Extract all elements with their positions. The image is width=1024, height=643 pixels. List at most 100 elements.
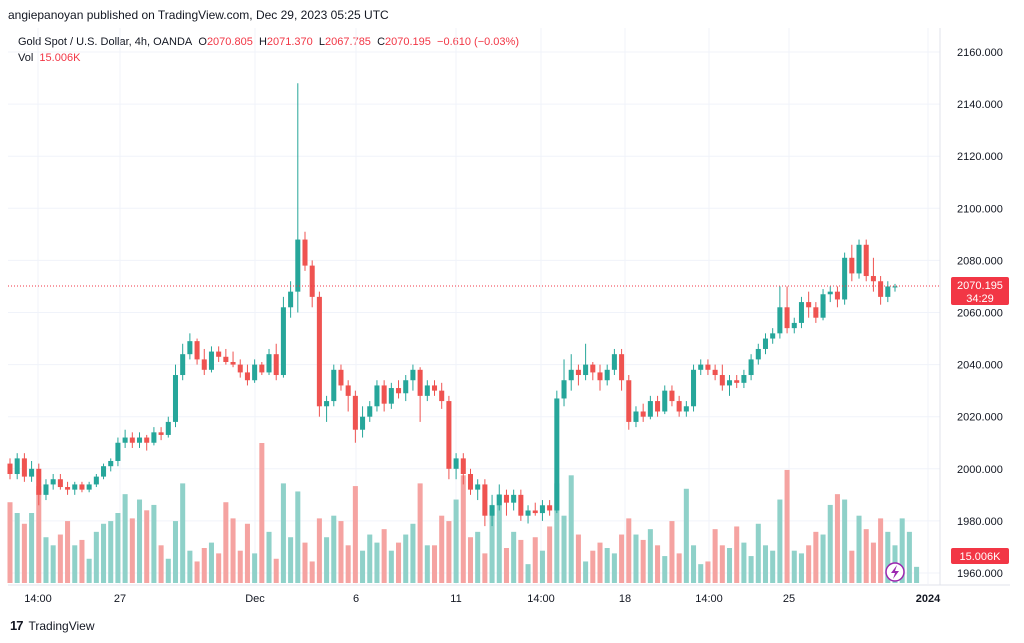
countdown-label: 34:29 bbox=[966, 293, 994, 305]
candle-body bbox=[129, 437, 135, 443]
volume-bar bbox=[446, 521, 452, 583]
volume-bar bbox=[223, 502, 229, 583]
y-tick-label: 2060.000 bbox=[957, 308, 1003, 320]
volume-bar bbox=[482, 553, 488, 583]
candle-body bbox=[726, 380, 733, 386]
volume-bar bbox=[374, 542, 380, 583]
candle-body bbox=[597, 372, 603, 381]
candle-body bbox=[611, 354, 617, 370]
candle-body bbox=[417, 369, 423, 396]
volume-bar bbox=[683, 488, 689, 583]
volume-bar bbox=[360, 550, 366, 583]
low-label: L bbox=[318, 36, 326, 48]
volume-bar bbox=[403, 534, 409, 583]
volume-bar bbox=[870, 542, 876, 583]
volume-bar bbox=[158, 545, 164, 583]
volume-bar bbox=[201, 548, 207, 583]
candle-body bbox=[719, 375, 725, 386]
candle-body bbox=[496, 494, 502, 506]
volume-bar bbox=[496, 494, 502, 583]
candle-body bbox=[691, 369, 697, 407]
volume-bar bbox=[619, 534, 625, 583]
candle-body bbox=[460, 458, 466, 475]
candle-body bbox=[834, 291, 840, 300]
volume-bar bbox=[93, 531, 99, 583]
volume-bar bbox=[834, 494, 840, 583]
candle-body bbox=[503, 494, 509, 503]
candle-body bbox=[223, 356, 229, 362]
candle-body bbox=[467, 474, 474, 490]
y-tick-label: 1960.000 bbox=[957, 568, 1003, 580]
volume-bar bbox=[460, 475, 466, 583]
y-tick-label: 2020.000 bbox=[957, 412, 1003, 424]
volume-bar bbox=[806, 545, 812, 583]
candle-body bbox=[65, 487, 71, 490]
candle-body bbox=[381, 385, 387, 404]
volume-bar bbox=[424, 545, 430, 583]
candle-body bbox=[575, 369, 581, 376]
close-value: 2070.195 bbox=[385, 36, 431, 48]
volume-bar bbox=[626, 518, 632, 583]
candle-body bbox=[568, 369, 574, 381]
x-tick-label: 18 bbox=[619, 593, 631, 605]
symbol-name[interactable]: Gold Spot / U.S. Dollar, 4h, OANDA bbox=[18, 36, 193, 48]
candle-body bbox=[856, 244, 862, 274]
candle-body bbox=[352, 395, 358, 430]
candle-body bbox=[827, 291, 833, 295]
candle-body bbox=[619, 354, 625, 381]
candle-body bbox=[165, 421, 171, 435]
volume-bar bbox=[575, 534, 581, 583]
volume-bar bbox=[885, 531, 891, 583]
volume-bar bbox=[252, 553, 258, 583]
candle-body bbox=[806, 302, 812, 308]
candle-body bbox=[892, 286, 898, 288]
candle-body bbox=[475, 484, 481, 490]
candle-body bbox=[180, 354, 186, 376]
candle-body bbox=[158, 432, 164, 435]
volume-bar bbox=[338, 521, 344, 583]
volume-bar bbox=[72, 545, 78, 583]
candle-body bbox=[388, 388, 394, 404]
volume-bar bbox=[208, 542, 214, 583]
volume-bar bbox=[762, 545, 769, 583]
volume-bar bbox=[511, 531, 517, 583]
candle-body bbox=[288, 291, 294, 308]
candle-body bbox=[273, 354, 279, 376]
volume-bar bbox=[755, 523, 761, 583]
candle-body bbox=[331, 369, 337, 402]
high-value: 2071.370 bbox=[266, 36, 313, 48]
candle-body bbox=[798, 302, 804, 323]
volume-bar bbox=[273, 558, 279, 583]
y-tick-label: 2080.000 bbox=[957, 255, 1003, 267]
candle-body bbox=[770, 333, 776, 339]
volume-bar bbox=[280, 483, 286, 583]
volume-bar bbox=[86, 558, 92, 583]
volume-bar bbox=[503, 548, 509, 583]
candle-body bbox=[626, 380, 632, 422]
volume-bar bbox=[453, 499, 459, 583]
candle-body bbox=[101, 466, 107, 477]
volume-bar bbox=[50, 545, 56, 583]
volume-value: 15.006K bbox=[39, 52, 81, 64]
volume-bar bbox=[547, 526, 553, 583]
candle-body bbox=[324, 401, 330, 407]
candle-body bbox=[863, 244, 869, 277]
volume-bar bbox=[467, 537, 474, 583]
volume-bar bbox=[489, 504, 495, 583]
volume-bar bbox=[259, 443, 265, 583]
candle-body bbox=[237, 364, 243, 373]
volume-bar bbox=[352, 486, 358, 583]
x-tick-label: 14:00 bbox=[24, 593, 52, 605]
candle-body bbox=[43, 484, 49, 495]
candle-body bbox=[72, 484, 78, 490]
footer-brand[interactable]: 17 TradingView bbox=[10, 618, 95, 633]
candle-body bbox=[583, 364, 589, 376]
volume-bar bbox=[770, 550, 776, 583]
volume-bar bbox=[726, 548, 733, 583]
candle-body bbox=[108, 460, 114, 467]
volume-bar bbox=[180, 483, 186, 583]
candle-body bbox=[93, 476, 99, 485]
candle-body bbox=[532, 510, 538, 514]
brand-name: TradingView bbox=[28, 618, 95, 633]
